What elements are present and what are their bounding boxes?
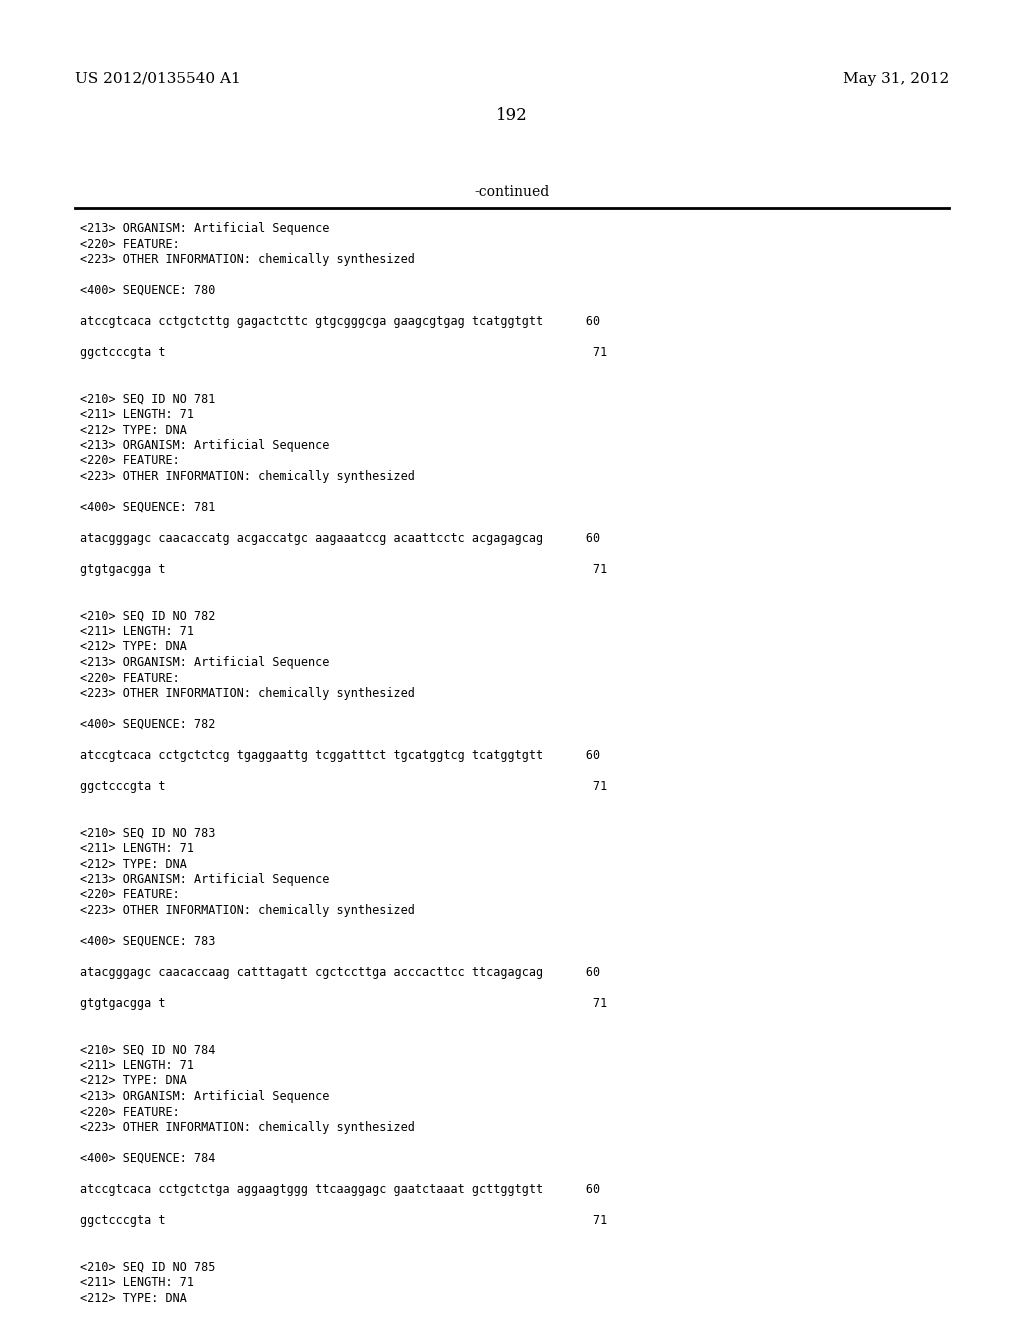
- Text: <223> OTHER INFORMATION: chemically synthesized: <223> OTHER INFORMATION: chemically synt…: [80, 686, 415, 700]
- Text: <223> OTHER INFORMATION: chemically synthesized: <223> OTHER INFORMATION: chemically synt…: [80, 253, 415, 267]
- Text: <400> SEQUENCE: 780: <400> SEQUENCE: 780: [80, 284, 215, 297]
- Text: <212> TYPE: DNA: <212> TYPE: DNA: [80, 640, 186, 653]
- Text: atccgtcaca cctgctctcg tgaggaattg tcggatttct tgcatggtcg tcatggtgtt      60: atccgtcaca cctgctctcg tgaggaattg tcggatt…: [80, 748, 600, 762]
- Text: atccgtcaca cctgctcttg gagactcttc gtgcgggcga gaagcgtgag tcatggtgtt      60: atccgtcaca cctgctcttg gagactcttc gtgcggg…: [80, 315, 600, 327]
- Text: ggctcccgta t                                                            71: ggctcccgta t 71: [80, 780, 607, 793]
- Text: <220> FEATURE:: <220> FEATURE:: [80, 888, 180, 902]
- Text: <212> TYPE: DNA: <212> TYPE: DNA: [80, 858, 186, 870]
- Text: atccgtcaca cctgctctga aggaagtggg ttcaaggagc gaatctaaat gcttggtgtt      60: atccgtcaca cctgctctga aggaagtggg ttcaagg…: [80, 1183, 600, 1196]
- Text: <212> TYPE: DNA: <212> TYPE: DNA: [80, 424, 186, 437]
- Text: <211> LENGTH: 71: <211> LENGTH: 71: [80, 842, 194, 855]
- Text: <211> LENGTH: 71: <211> LENGTH: 71: [80, 624, 194, 638]
- Text: <210> SEQ ID NO 783: <210> SEQ ID NO 783: [80, 826, 215, 840]
- Text: May 31, 2012: May 31, 2012: [843, 73, 949, 86]
- Text: US 2012/0135540 A1: US 2012/0135540 A1: [75, 73, 241, 86]
- Text: 192: 192: [496, 107, 528, 124]
- Text: <211> LENGTH: 71: <211> LENGTH: 71: [80, 1276, 194, 1290]
- Text: <220> FEATURE:: <220> FEATURE:: [80, 454, 180, 467]
- Text: <210> SEQ ID NO 781: <210> SEQ ID NO 781: [80, 392, 215, 405]
- Text: <210> SEQ ID NO 784: <210> SEQ ID NO 784: [80, 1044, 215, 1056]
- Text: <400> SEQUENCE: 782: <400> SEQUENCE: 782: [80, 718, 215, 731]
- Text: <223> OTHER INFORMATION: chemically synthesized: <223> OTHER INFORMATION: chemically synt…: [80, 1121, 415, 1134]
- Text: <212> TYPE: DNA: <212> TYPE: DNA: [80, 1074, 186, 1088]
- Text: ggctcccgta t                                                            71: ggctcccgta t 71: [80, 1214, 607, 1228]
- Text: atacgggagc caacaccaag catttagatt cgctccttga acccacttcc ttcagagcag      60: atacgggagc caacaccaag catttagatt cgctcct…: [80, 966, 600, 979]
- Text: <213> ORGANISM: Artificial Sequence: <213> ORGANISM: Artificial Sequence: [80, 440, 330, 451]
- Text: <213> ORGANISM: Artificial Sequence: <213> ORGANISM: Artificial Sequence: [80, 656, 330, 669]
- Text: <220> FEATURE:: <220> FEATURE:: [80, 672, 180, 685]
- Text: <213> ORGANISM: Artificial Sequence: <213> ORGANISM: Artificial Sequence: [80, 1090, 330, 1104]
- Text: gtgtgacgga t                                                            71: gtgtgacgga t 71: [80, 564, 607, 576]
- Text: <213> ORGANISM: Artificial Sequence: <213> ORGANISM: Artificial Sequence: [80, 222, 330, 235]
- Text: <212> TYPE: DNA: <212> TYPE: DNA: [80, 1291, 186, 1304]
- Text: atacgggagc caacaccatg acgaccatgc aagaaatccg acaattcctc acgagagcag      60: atacgggagc caacaccatg acgaccatgc aagaaat…: [80, 532, 600, 545]
- Text: <210> SEQ ID NO 782: <210> SEQ ID NO 782: [80, 610, 215, 623]
- Text: <400> SEQUENCE: 784: <400> SEQUENCE: 784: [80, 1152, 215, 1166]
- Text: -continued: -continued: [474, 185, 550, 199]
- Text: <223> OTHER INFORMATION: chemically synthesized: <223> OTHER INFORMATION: chemically synt…: [80, 904, 415, 917]
- Text: <213> ORGANISM: Artificial Sequence: <213> ORGANISM: Artificial Sequence: [80, 873, 330, 886]
- Text: <220> FEATURE:: <220> FEATURE:: [80, 238, 180, 251]
- Text: <211> LENGTH: 71: <211> LENGTH: 71: [80, 1059, 194, 1072]
- Text: <400> SEQUENCE: 783: <400> SEQUENCE: 783: [80, 935, 215, 948]
- Text: <223> OTHER INFORMATION: chemically synthesized: <223> OTHER INFORMATION: chemically synt…: [80, 470, 415, 483]
- Text: ggctcccgta t                                                            71: ggctcccgta t 71: [80, 346, 607, 359]
- Text: <400> SEQUENCE: 781: <400> SEQUENCE: 781: [80, 502, 215, 513]
- Text: <211> LENGTH: 71: <211> LENGTH: 71: [80, 408, 194, 421]
- Text: gtgtgacgga t                                                            71: gtgtgacgga t 71: [80, 997, 607, 1010]
- Text: <220> FEATURE:: <220> FEATURE:: [80, 1106, 180, 1118]
- Text: <210> SEQ ID NO 785: <210> SEQ ID NO 785: [80, 1261, 215, 1274]
